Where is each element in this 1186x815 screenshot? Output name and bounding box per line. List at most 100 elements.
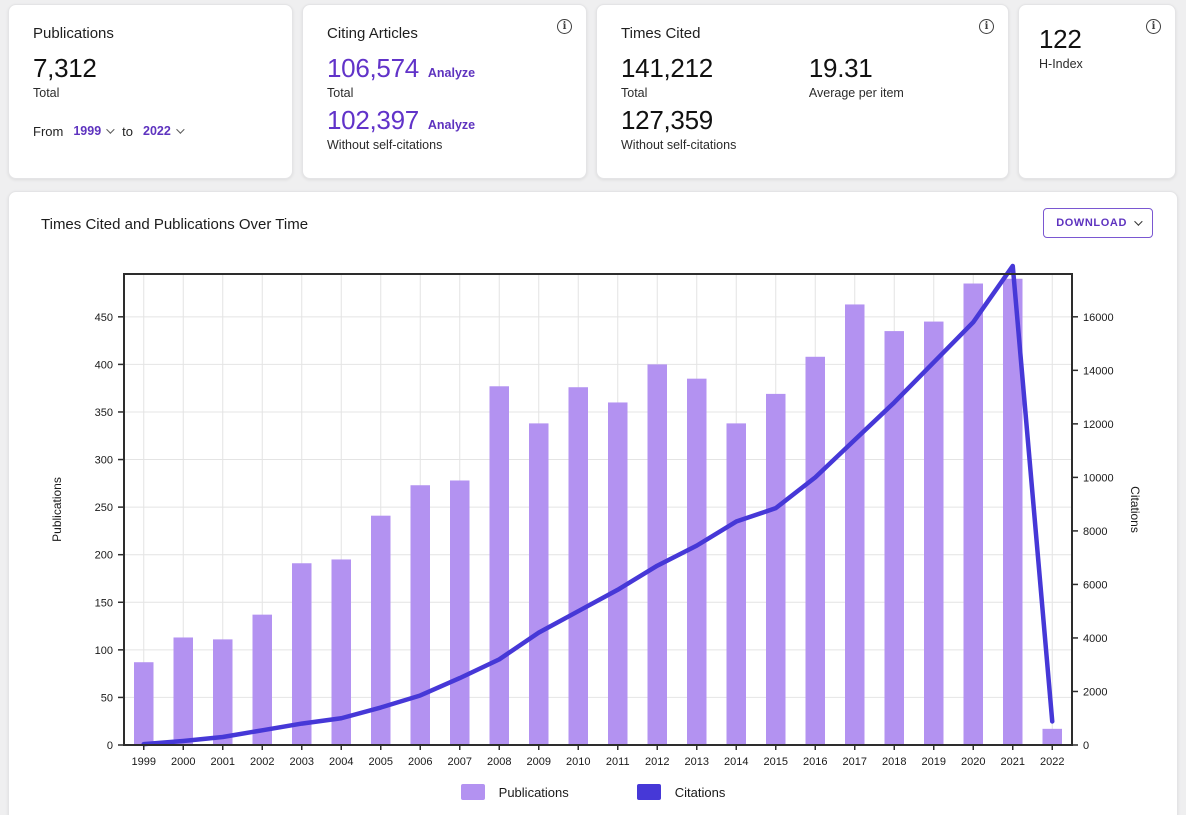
- range-from-dropdown[interactable]: 1999: [73, 124, 115, 139]
- bar-2020: [963, 283, 983, 745]
- bar-2016: [805, 356, 825, 745]
- right-tick-label: 4000: [1083, 633, 1107, 645]
- bar-2015: [766, 393, 786, 745]
- bar-2006: [410, 485, 430, 745]
- chart-svg: 0 50 100 150 200 250 300 350 400 450 0 2000 4000 6000…: [50, 263, 1142, 768]
- bar-2001: [213, 639, 233, 745]
- publications-range-row: From 1999 to 2022: [33, 124, 276, 139]
- left-tick-label: 50: [101, 692, 113, 704]
- info-icon[interactable]: [979, 19, 994, 34]
- year-label: 2020: [961, 756, 985, 768]
- legend-item-citations: Citations: [636, 784, 725, 800]
- year-label: 2009: [527, 756, 551, 768]
- left-tick-label: 350: [95, 407, 113, 419]
- year-label: 2014: [724, 756, 748, 768]
- publications-total-label: Total: [33, 85, 60, 100]
- year-label: 2011: [606, 756, 630, 768]
- year-label: 1999: [132, 756, 156, 768]
- year-label: 2017: [843, 756, 867, 768]
- bar-2017: [845, 304, 865, 745]
- year-label: 2005: [369, 756, 393, 768]
- bar-2013: [687, 378, 707, 745]
- download-button-label: DOWNLOAD: [1056, 217, 1127, 229]
- right-tick-label: 14000: [1083, 365, 1114, 377]
- year-label: 2008: [487, 756, 511, 768]
- citations-swatch: [636, 784, 661, 800]
- bar-2021: [1003, 278, 1023, 745]
- year-label: 2022: [1040, 756, 1064, 768]
- plot-border: [123, 273, 1073, 746]
- range-from-label: From: [33, 123, 64, 139]
- publications-total-value: 7,312: [33, 53, 97, 83]
- bar-2000: [173, 637, 193, 745]
- bar-2012: [647, 364, 667, 745]
- chart-legend: Publications Citations: [9, 784, 1177, 800]
- chart-panel: Times Cited and Publications Over Time D…: [8, 191, 1178, 815]
- times-cited-total-label: Total: [621, 85, 648, 100]
- range-from-value: 1999: [73, 124, 102, 139]
- times-cited-publications-chart: 0 50 100 150 200 250 300 350 400 450 0 2000 4000 6000…: [9, 192, 1179, 772]
- bar-2003: [292, 563, 312, 745]
- summary-cards-row: Publications 7,312 Total From 1999 to 20…: [0, 0, 1186, 179]
- legend-item-publications: Publications: [460, 784, 569, 800]
- h-index-label: H-Index: [1039, 56, 1083, 71]
- year-label: 2006: [408, 756, 432, 768]
- bar-2018: [884, 331, 904, 745]
- citations-line: [141, 263, 1055, 747]
- analyze-without-self-link[interactable]: Analyze: [427, 117, 476, 132]
- download-button[interactable]: DOWNLOAD: [1043, 208, 1153, 238]
- range-to-label: to: [122, 123, 133, 139]
- range-to-dropdown[interactable]: 2022: [143, 124, 185, 139]
- bar-2008: [489, 386, 509, 745]
- left-tick-label: 400: [95, 359, 113, 371]
- year-label: 2012: [645, 756, 669, 768]
- bar-1999: [134, 662, 154, 745]
- citing-articles-total-label: Total: [327, 85, 354, 100]
- right-tick-label: 8000: [1083, 526, 1107, 538]
- left-tick-label: 300: [95, 455, 113, 467]
- times-cited-average-value: 19.31: [808, 53, 873, 83]
- right-axis-title: Citations: [1128, 486, 1142, 533]
- year-label: 2013: [685, 756, 709, 768]
- left-axis-title: Publications: [50, 477, 64, 542]
- bar-2022: [1042, 728, 1062, 745]
- year-label: 2015: [764, 756, 788, 768]
- bar-2014: [726, 423, 746, 745]
- right-tick-label: 12000: [1083, 419, 1114, 431]
- year-label: 2007: [448, 756, 472, 768]
- h-index-value: 122: [1039, 24, 1082, 54]
- year-label: 2001: [211, 756, 235, 768]
- citing-articles-card: Citing Articles 106,574 Analyze Total 10…: [302, 4, 587, 179]
- publications-card-title: Publications: [33, 25, 114, 42]
- times-cited-without-self-label: Without self-citations: [621, 137, 737, 152]
- bar-2010: [568, 387, 588, 745]
- right-tick-label: 0: [1083, 740, 1089, 752]
- year-label: 2019: [922, 756, 946, 768]
- analyze-total-link[interactable]: Analyze: [427, 66, 476, 80]
- times-cited-card: Times Cited 141,212 Total 19.31 Average …: [596, 4, 1009, 179]
- chevron-down-icon: [175, 125, 185, 135]
- left-tick-label: 150: [95, 597, 113, 609]
- info-icon[interactable]: [1146, 19, 1161, 34]
- citing-articles-card-title: Citing Articles: [327, 25, 418, 42]
- year-label: 2003: [290, 756, 314, 768]
- left-tick-label: 0: [107, 740, 113, 752]
- info-icon[interactable]: [557, 19, 572, 34]
- year-label: 2021: [1001, 756, 1025, 768]
- legend-label-publications: Publications: [498, 784, 569, 800]
- range-to-value: 2022: [143, 124, 171, 139]
- publications-swatch: [460, 784, 485, 800]
- left-tick-label: 100: [95, 645, 113, 657]
- right-tick-label: 16000: [1083, 312, 1114, 324]
- bar-2004: [331, 559, 351, 745]
- times-cited-average-label: Average per item: [808, 85, 904, 100]
- chart-panel-title: Times Cited and Publications Over Time: [41, 216, 309, 233]
- year-label: 2004: [329, 756, 353, 768]
- right-tick-label: 10000: [1083, 472, 1114, 484]
- bar-2019: [924, 321, 944, 745]
- bar-2002: [252, 614, 272, 745]
- citing-articles-without-self-value: 102,397: [327, 104, 419, 135]
- times-cited-card-title: Times Cited: [621, 25, 701, 42]
- times-cited-total-value: 141,212: [621, 53, 713, 83]
- chevron-down-icon: [106, 125, 115, 135]
